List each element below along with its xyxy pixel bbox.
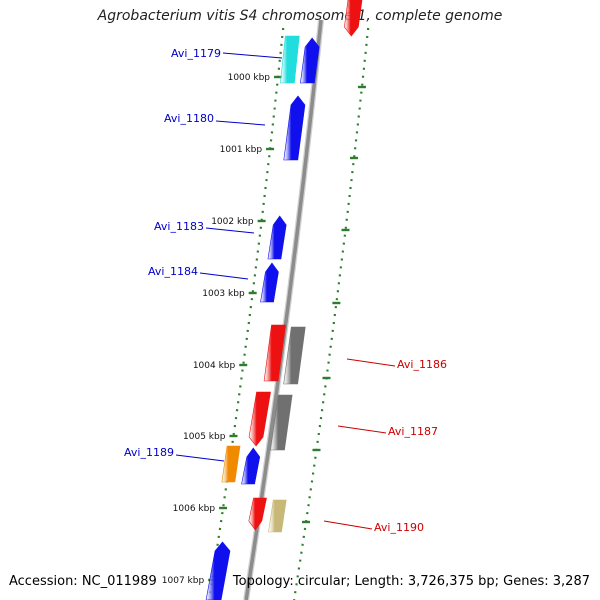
outer-ruler-dots bbox=[293, 27, 370, 600]
gene-avi-1190-a bbox=[248, 497, 267, 531]
gene-avi-1180 bbox=[283, 95, 306, 161]
inner-ruler-dots bbox=[208, 27, 285, 600]
gene-top-red bbox=[344, 0, 363, 37]
leader-line-2 bbox=[205, 227, 255, 234]
gene-avi-1187-b bbox=[270, 394, 293, 451]
gene-label: Avi_1186 bbox=[397, 358, 447, 371]
gene-label: Avi_1183 bbox=[154, 220, 204, 233]
gene-avi-1184 bbox=[260, 262, 279, 303]
leader-line-0 bbox=[222, 52, 283, 59]
leader-line-1 bbox=[215, 120, 266, 126]
gene-label: Avi_1184 bbox=[148, 265, 198, 278]
leader-line-4 bbox=[175, 454, 225, 462]
tick-label: 1002 kbp bbox=[211, 217, 254, 227]
leader-line-3 bbox=[199, 272, 249, 280]
accession-label: Accession: NC_011989 bbox=[9, 574, 157, 589]
gene-avi-1179-b bbox=[300, 37, 320, 84]
tick-label: 1003 kbp bbox=[202, 289, 245, 299]
gene-bottom-blue bbox=[205, 541, 231, 600]
gene-avi-1187-a bbox=[248, 391, 271, 447]
tick-label: 1001 kbp bbox=[220, 145, 263, 155]
tick-label: 1000 kbp bbox=[228, 73, 271, 83]
genome-stats-label: Topology: circular; Length: 3,726,375 bp… bbox=[232, 574, 590, 589]
gene-avi-1186-a bbox=[263, 324, 286, 382]
gene-avi-1183 bbox=[267, 215, 287, 260]
leader-line-5 bbox=[346, 358, 396, 367]
gene-label: Avi_1189 bbox=[124, 446, 174, 459]
gene-label: Avi_1187 bbox=[388, 425, 438, 438]
gene-avi-1190-b bbox=[268, 499, 287, 533]
gene-label: Avi_1179 bbox=[171, 47, 221, 60]
leader-line-7 bbox=[323, 520, 373, 530]
gene-label: Avi_1190 bbox=[374, 521, 424, 534]
gene-label: Avi_1180 bbox=[164, 112, 214, 125]
map-title: Agrobacterium vitis S4 chromosome 1, com… bbox=[97, 8, 503, 24]
tick-label: 1005 kbp bbox=[183, 432, 226, 442]
gene-avi-1189-b bbox=[241, 447, 261, 485]
leader-line-6 bbox=[337, 425, 387, 434]
gene-avi-1186-b bbox=[283, 326, 306, 385]
tick-label: 1006 kbp bbox=[173, 504, 216, 514]
gene-avi-1189-a bbox=[221, 445, 241, 483]
gene-avi-1179 bbox=[280, 35, 300, 84]
tick-label: 1004 kbp bbox=[193, 361, 236, 371]
tick-label: 1007 kbp bbox=[162, 576, 205, 586]
